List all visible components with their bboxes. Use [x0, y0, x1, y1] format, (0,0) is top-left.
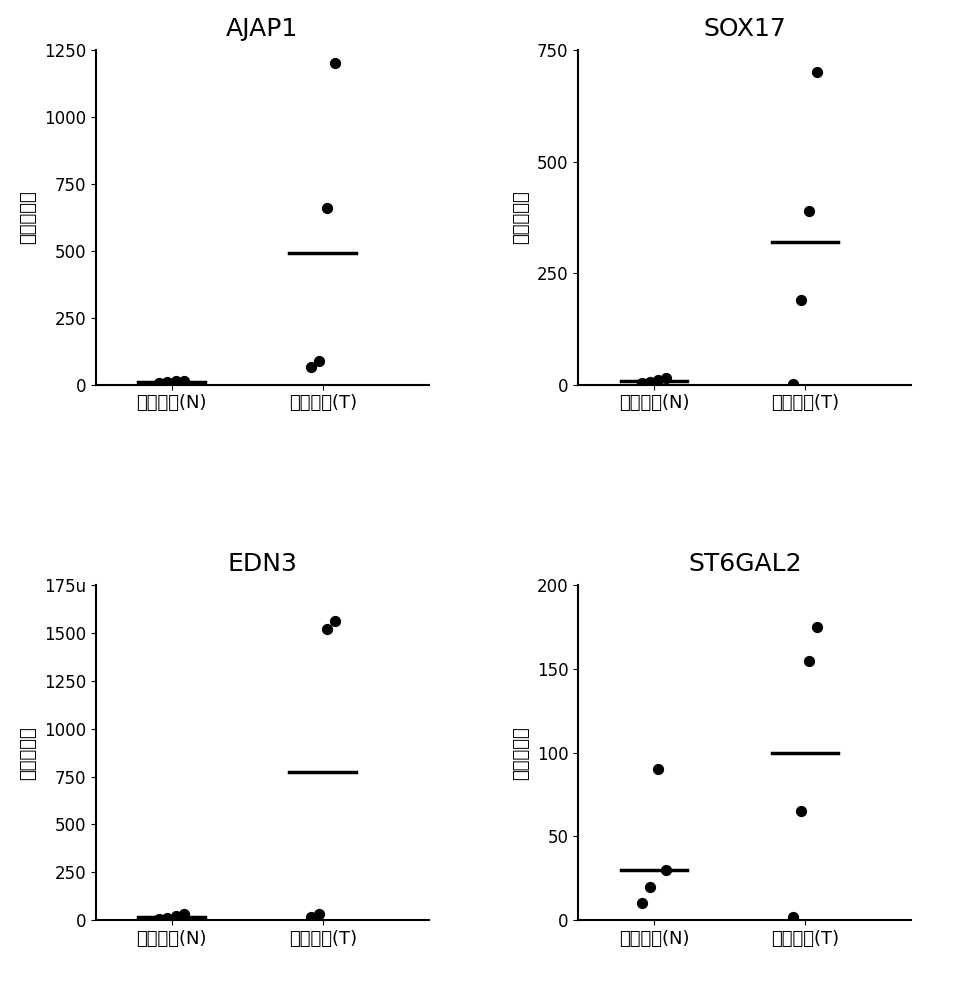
Point: [659, 370, 674, 386]
Point: [168, 373, 183, 389]
Point: [311, 906, 326, 922]
Title: AJAP1: AJAP1: [226, 17, 298, 41]
Point: [327, 613, 342, 629]
Point: [802, 653, 817, 669]
Point: [785, 909, 801, 925]
Title: EDN3: EDN3: [227, 552, 297, 576]
Point: [327, 55, 342, 71]
Title: SOX17: SOX17: [703, 17, 786, 41]
Y-axis label: 甲基化程度: 甲基化程度: [512, 190, 530, 244]
Point: [319, 200, 335, 216]
Point: [809, 64, 825, 80]
Title: ST6GAL2: ST6GAL2: [688, 552, 802, 576]
Point: [650, 372, 666, 388]
Point: [303, 359, 318, 375]
Point: [659, 862, 674, 878]
Y-axis label: 甲基化程度: 甲基化程度: [512, 726, 530, 780]
Point: [303, 909, 318, 925]
Point: [634, 375, 649, 391]
Point: [160, 374, 175, 390]
Point: [168, 908, 183, 924]
Point: [152, 911, 167, 927]
Point: [175, 373, 191, 389]
Point: [802, 203, 817, 219]
Y-axis label: 甲基化程度: 甲基化程度: [19, 190, 37, 244]
Point: [634, 895, 649, 911]
Point: [785, 376, 801, 392]
Point: [160, 910, 175, 926]
Point: [809, 619, 825, 635]
Point: [650, 761, 666, 777]
Point: [793, 803, 808, 819]
Point: [643, 879, 658, 895]
Point: [319, 621, 335, 637]
Point: [152, 375, 167, 391]
Point: [311, 353, 326, 369]
Point: [793, 292, 808, 308]
Y-axis label: 甲基化程度: 甲基化程度: [19, 726, 37, 780]
Point: [175, 906, 191, 922]
Point: [643, 374, 658, 390]
